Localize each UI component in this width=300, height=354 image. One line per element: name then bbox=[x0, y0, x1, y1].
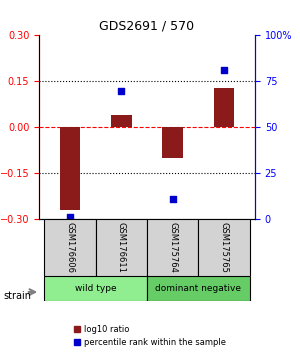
Text: GSM176611: GSM176611 bbox=[117, 222, 126, 273]
FancyBboxPatch shape bbox=[44, 276, 147, 301]
FancyBboxPatch shape bbox=[147, 219, 198, 276]
Title: GDS2691 / 570: GDS2691 / 570 bbox=[99, 20, 195, 33]
Text: dominant negative: dominant negative bbox=[155, 284, 242, 293]
Text: wild type: wild type bbox=[75, 284, 116, 293]
Point bbox=[222, 68, 226, 73]
Bar bbox=[60, 127, 80, 210]
FancyBboxPatch shape bbox=[44, 219, 96, 276]
FancyBboxPatch shape bbox=[147, 276, 250, 301]
Text: GSM175764: GSM175764 bbox=[168, 222, 177, 273]
Text: GSM175765: GSM175765 bbox=[220, 222, 229, 273]
Point bbox=[68, 214, 72, 219]
Point bbox=[119, 88, 124, 93]
Bar bbox=[214, 87, 234, 127]
Bar bbox=[162, 127, 183, 158]
Text: strain: strain bbox=[3, 291, 31, 301]
Text: GSM176606: GSM176606 bbox=[65, 222, 74, 273]
Point bbox=[170, 196, 175, 202]
Legend: log10 ratio, percentile rank within the sample: log10 ratio, percentile rank within the … bbox=[71, 322, 229, 350]
FancyBboxPatch shape bbox=[198, 219, 250, 276]
Bar bbox=[111, 115, 132, 127]
FancyBboxPatch shape bbox=[96, 219, 147, 276]
